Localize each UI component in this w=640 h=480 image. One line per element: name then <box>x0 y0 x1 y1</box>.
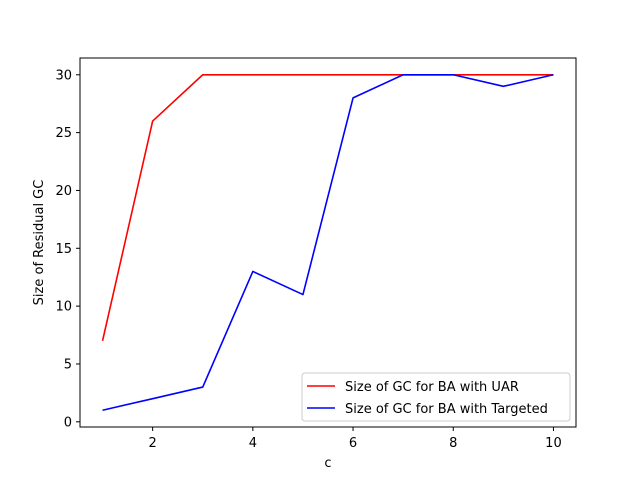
series-line-targeted <box>102 73 554 412</box>
legend-label-uar: Size of GC for BA with UAR <box>345 380 519 395</box>
y-tick-label: 5 <box>64 357 72 372</box>
series-lines <box>101 73 554 412</box>
x-tick-label: 8 <box>449 436 457 451</box>
plot-frame <box>79 57 577 428</box>
y-tick-label: 10 <box>55 300 72 315</box>
x-tick-label: 2 <box>149 436 157 451</box>
x-axis-label: c <box>324 456 331 471</box>
series-line-uar <box>101 73 554 341</box>
y-tick-label: 25 <box>55 126 72 141</box>
x-tick-label: 10 <box>545 436 562 451</box>
y-axis: 0 5 10 15 20 25 30 <box>55 68 80 430</box>
y-tick-label: 0 <box>64 415 72 430</box>
x-tick-label: 6 <box>349 436 357 451</box>
x-tick-label: 4 <box>249 436 257 451</box>
x-axis: 2 4 6 8 10 <box>149 427 562 451</box>
y-axis-label: Size of Residual GC <box>32 180 47 306</box>
y-tick-label: 20 <box>55 184 72 199</box>
legend-label-targeted: Size of GC for BA with Targeted <box>345 402 548 417</box>
legend-box <box>301 372 571 422</box>
y-tick-label: 30 <box>55 68 72 83</box>
y-tick-label: 15 <box>55 242 72 257</box>
legend: Size of GC for BA with UAR Size of GC fo… <box>301 372 571 422</box>
